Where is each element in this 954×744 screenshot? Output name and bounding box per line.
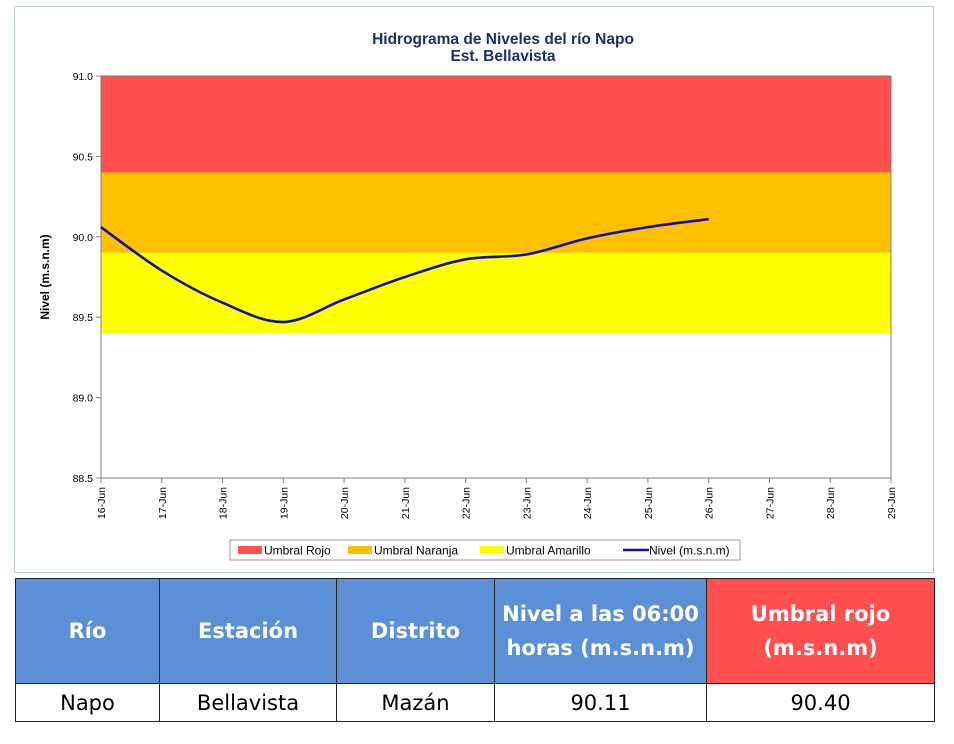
x-tick-label: 24-Jun [582,487,594,519]
chart-panel: Hidrograma de Niveles del río Napo Est. B… [14,6,934,573]
x-tick-label: 25-Jun [643,487,655,519]
header-rio: Río [15,578,160,684]
legend-label-umbral-rojo: Umbral Rojo [264,544,331,558]
legend-label-umbral-naranja: Umbral Naranja [374,544,458,558]
cell-estacion: Bellavista [159,683,337,722]
header-umbral-rojo: Umbral rojo (m.s.n.m) [706,578,935,684]
header-estacion: Estación [159,578,337,684]
band-umbral-amarillo [101,252,891,334]
y-tick-label: 89.5 [73,312,94,324]
x-tick-label: 22-Jun [461,487,473,519]
y-tick-label: 89.0 [73,393,94,405]
chart-title-line-2: Est. Bellavista [450,48,555,65]
header-distrito: Distrito [336,578,495,684]
x-tick-label: 18-Jun [218,487,230,519]
x-tick-label: 16-Jun [96,487,108,519]
x-tick-label: 26-Jun [704,487,716,519]
y-axis-title: Nivel (m.s.n.m) [38,234,52,319]
x-tick-label: 21-Jun [400,487,412,519]
table-header-row: Río Estación Distrito Nivel a las 06:00 … [15,578,935,684]
legend-swatch-umbral-rojo [238,546,262,554]
chart-title-line-1: Hidrograma de Niveles del río Napo [372,31,634,48]
x-tick-label: 20-Jun [339,487,351,519]
y-tick-label: 90.0 [73,232,94,244]
plot-border [100,75,892,479]
y-tick-label: 88.5 [73,473,94,485]
y-tick-label: 91.0 [73,71,94,83]
x-tick-label: 29-Jun [886,487,898,519]
series-line-nivel [100,217,709,324]
cell-distrito: Mazán [336,683,495,722]
legend-label-umbral-amarillo: Umbral Amarillo [506,544,591,558]
band-umbral-rojo [101,76,891,173]
cell-nivel: 90.11 [494,683,707,722]
x-tick-label: 28-Jun [825,487,837,519]
legend-label-nivel-m-s-n-m: Nivel (m.s.n.m) [649,544,730,558]
header-nivel: Nivel a las 06:00 horas (m.s.n.m) [494,578,707,684]
y-tick-label: 90.5 [73,151,94,163]
legend-swatch-umbral-naranja [348,546,372,554]
legend-swatch-umbral-amarillo [480,546,504,554]
cell-umbral-rojo: 90.40 [706,683,935,722]
band-umbral-naranja [101,172,891,253]
x-tick-label: 17-Jun [157,487,169,519]
cell-rio: Napo [15,683,160,722]
table-row: Napo Bellavista Mazán 90.11 90.40 [15,683,935,722]
summary-table: Río Estación Distrito Nivel a las 06:00 … [15,578,935,722]
x-tick-label: 23-Jun [521,487,533,519]
x-tick-label: 19-Jun [278,487,290,519]
x-tick-label: 27-Jun [764,487,776,519]
